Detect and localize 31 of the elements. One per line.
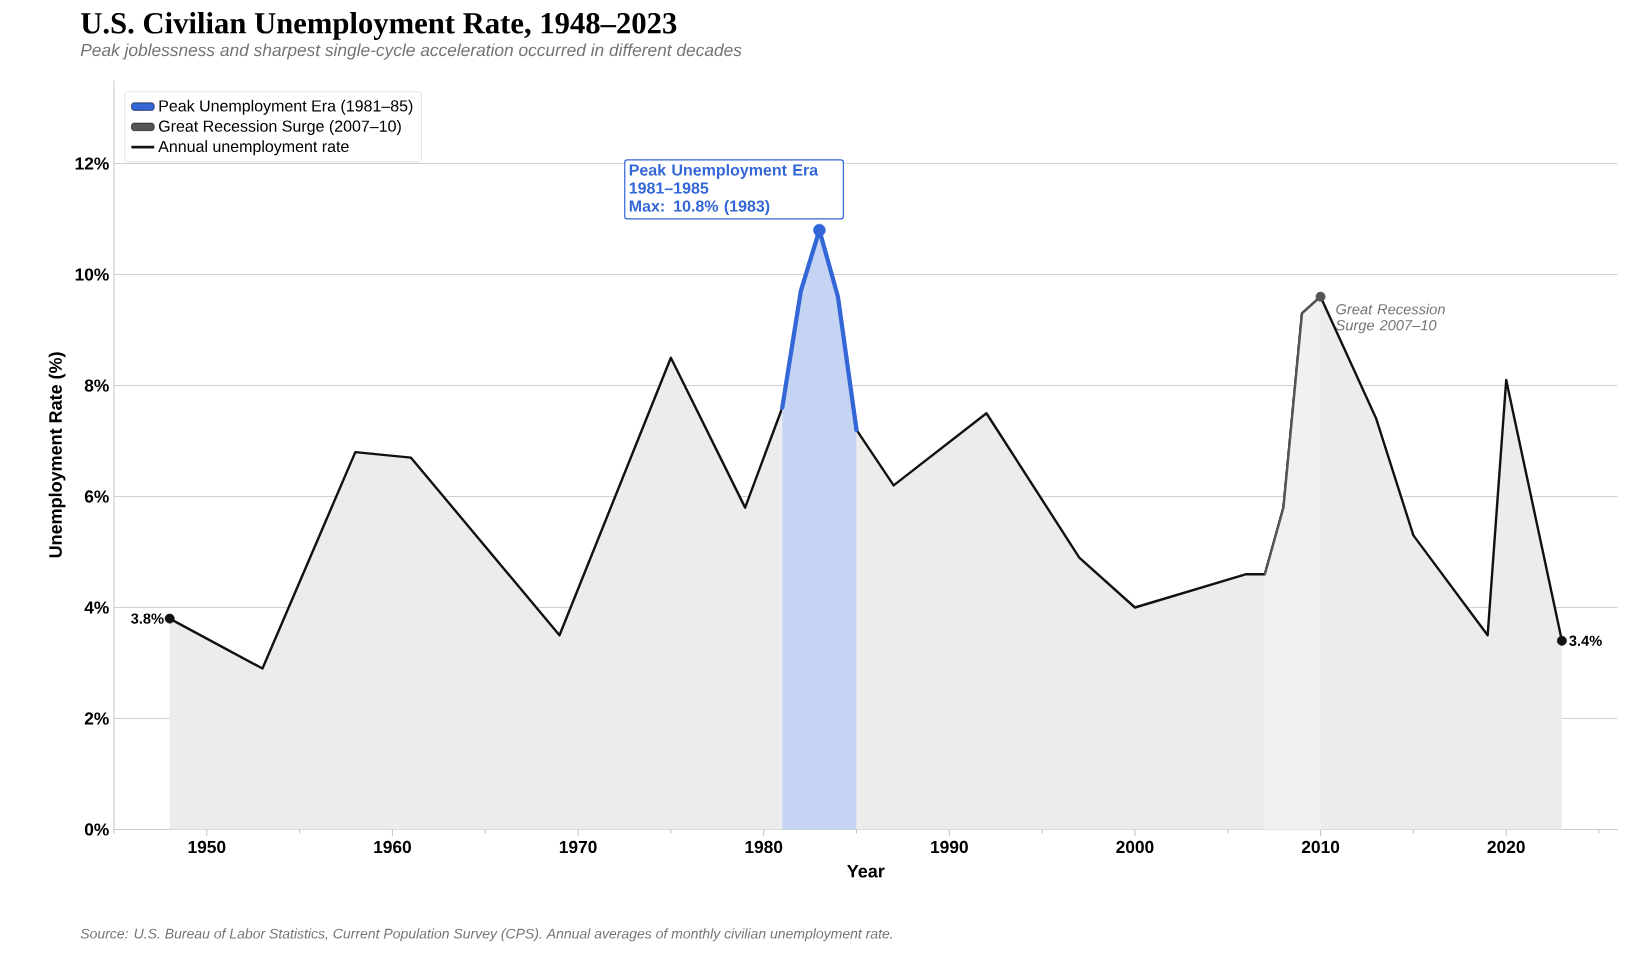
x-tick-label: 1970 (559, 840, 597, 853)
x-tick-label: 2000 (1116, 840, 1154, 853)
legend-label: Annual unemployment rate (158, 140, 349, 156)
point (1315, 291, 1326, 302)
x-tick-label: 2010 (1301, 840, 1340, 853)
legend-label: Great Recession Surge (2007–10) (159, 119, 401, 135)
x-axis-title: Year (847, 864, 885, 878)
y-tick-label: 2% (84, 712, 109, 725)
legend-label: Peak Unemployment Era (1981–85) (159, 99, 413, 115)
source-note: Source: U.S. Bureau of Labor Statistics, Current Population Survey (CPS). Annual averages of monthly civilian unemployment rate. (80, 928, 892, 942)
annotation: 3.4% (1569, 635, 1602, 646)
x-tick-label: 2020 (1487, 840, 1525, 853)
annotation: Great Recession Surge 2007–10 (1335, 303, 1445, 334)
y-tick-label: 10% (75, 268, 109, 281)
y-tick-label: 8% (84, 379, 109, 392)
y-tick-label: 4% (84, 601, 109, 614)
x-tick-label: 1960 (374, 840, 411, 853)
y-tick-label: 6% (84, 490, 109, 503)
x-tick-label: 1950 (188, 840, 226, 853)
annotation: 3.8% (130, 613, 164, 624)
chart-title: U.S. Civilian Unemployment Rate, 1948–2023 (81, 11, 677, 40)
x-tick-label: 1980 (745, 840, 783, 853)
annotation: Peak Unemployment Era 1981–1985 Max: 10.8% (1983) (629, 163, 819, 215)
y-tick-label: 0% (84, 823, 109, 836)
point (1556, 635, 1567, 646)
y-tick-label: 12% (75, 157, 109, 170)
chart-subtitle: Peak joblessness and sharpest single-cycle acceleration occurred in different decades (80, 43, 742, 60)
x-tick-label: 1990 (931, 840, 968, 853)
y-axis-title: Unemployment Rate (%) (48, 352, 66, 558)
point (164, 613, 175, 624)
point (813, 223, 826, 237)
